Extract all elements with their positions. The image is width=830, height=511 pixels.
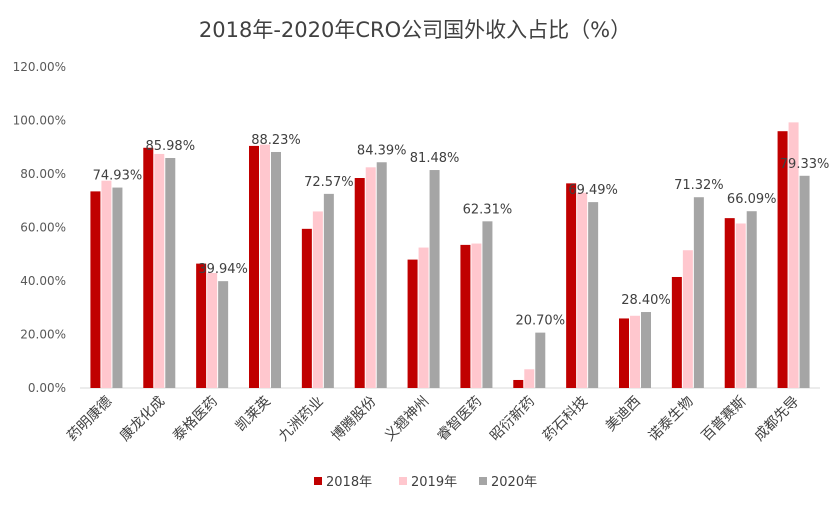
y-tick-label: 100.00% <box>13 114 66 128</box>
bar-2019年-诺泰生物 <box>682 250 693 388</box>
bar-2018年-义翘神州 <box>407 259 418 388</box>
data-label: 69.49% <box>568 183 618 198</box>
bar-2018年-成都先导 <box>777 131 788 388</box>
category-label: 百普赛斯 <box>699 394 750 445</box>
bar-2019年-泰格医药 <box>207 272 218 388</box>
legend-label: 2019年 <box>411 475 457 490</box>
data-label: 88.23% <box>251 133 301 148</box>
bar-2020年-美迪西 <box>641 312 651 388</box>
category-label: 凯莱英 <box>232 393 274 435</box>
bar-2020年-药明康德 <box>112 187 123 388</box>
data-label: 79.33% <box>780 157 830 172</box>
y-axis: 0.00% 20.00% 40.00% 60.00% 80.00% 100.00% 120.… <box>13 60 66 395</box>
bar-2020年-博腾股份 <box>376 162 387 388</box>
y-tick-label: 40.00% <box>20 274 66 288</box>
legend-label: 2018年 <box>326 475 372 490</box>
data-label: 72.57% <box>304 175 354 190</box>
bar-2020年-药石科技 <box>588 202 599 388</box>
data-label: 74.93% <box>93 169 143 184</box>
bar-2019年-康龙化成 <box>154 153 165 388</box>
bar-2020年-昭衍新药 <box>535 332 546 388</box>
bar-2019年-昭衍新药 <box>524 369 535 388</box>
bar-2018年-诺泰生物 <box>671 276 682 388</box>
category-label: 睿智医药 <box>434 394 485 445</box>
y-tick-label: 20.00% <box>20 328 66 342</box>
bar-2019年-美迪西 <box>630 315 640 388</box>
bar-2019年-药明康德 <box>101 180 112 388</box>
bar-2020年-成都先导 <box>799 175 810 388</box>
category-label: 诺泰生物 <box>646 394 697 445</box>
category-label: 康龙化成 <box>116 393 168 445</box>
bar-2020年-诺泰生物 <box>693 197 704 388</box>
category-label: 美迪西 <box>603 394 644 435</box>
bar-2019年-睿智医药 <box>471 243 482 388</box>
bars-group <box>90 122 810 388</box>
category-label: 九洲药业 <box>276 394 327 445</box>
bar-2018年-康龙化成 <box>143 147 154 388</box>
bar-2019年-博腾股份 <box>365 167 376 388</box>
bar-2018年-泰格医药 <box>196 263 207 388</box>
bar-2018年-百普赛斯 <box>724 218 735 388</box>
y-tick-label: 120.00% <box>13 60 66 74</box>
bar-2018年-睿智医药 <box>460 244 471 388</box>
bar-2020年-康龙化成 <box>165 158 176 388</box>
bar-2018年-昭衍新药 <box>513 379 524 388</box>
y-tick-label: 0.00% <box>28 381 66 395</box>
bar-2018年-药石科技 <box>566 183 577 388</box>
data-labels-group: 74.93%85.98% 39.94% 88.23% 72.57% 84.39%81.4… <box>93 133 830 329</box>
category-label: 义翘神州 <box>381 394 432 445</box>
data-label: 28.40% <box>621 293 671 308</box>
data-label: 81.48% <box>410 151 460 166</box>
bar-2020年-泰格医药 <box>218 281 229 388</box>
legend: 2018年 2019年 2020年 <box>314 475 537 490</box>
data-label: 39.94% <box>198 262 248 277</box>
bar-2018年-美迪西 <box>619 318 629 388</box>
category-label: 昭衍新药 <box>487 394 538 445</box>
bar-2018年-九洲药业 <box>301 228 312 388</box>
data-label: 20.70% <box>515 314 565 329</box>
bar-2020年-九洲药业 <box>323 193 334 388</box>
category-labels: 药明康德 康龙化成 泰格医药 凯莱英 九洲药业 博腾股份 义翘神州 睿智医药 昭衍新药 药石科技美… <box>64 393 803 445</box>
bar-2018年-博腾股份 <box>354 178 365 388</box>
category-label: 药石科技 <box>540 394 591 445</box>
legend-swatch-2018年 <box>314 477 322 485</box>
bar-2018年-药明康德 <box>90 191 101 388</box>
legend-label: 2020年 <box>491 475 537 490</box>
bar-2019年-义翘神州 <box>418 247 429 388</box>
category-label: 泰格医药 <box>170 394 221 445</box>
bar-2019年-药石科技 <box>577 192 588 388</box>
bar-2019年-九洲药业 <box>312 211 323 388</box>
data-label: 66.09% <box>727 192 777 207</box>
chart-title: 2018年-2020年CRO公司国外收入占比（%） <box>198 18 632 42</box>
bar-2020年-睿智医药 <box>482 221 493 388</box>
y-tick-label: 80.00% <box>20 167 66 181</box>
bar-2019年-成都先导 <box>788 122 799 388</box>
data-label: 84.39% <box>357 143 407 158</box>
bar-2020年-百普赛斯 <box>746 211 757 388</box>
y-tick-label: 60.00% <box>20 221 66 235</box>
bar-2020年-凯莱英 <box>271 151 281 388</box>
category-label: 博腾股份 <box>328 393 380 445</box>
legend-swatch-2020年 <box>479 477 487 485</box>
category-label: 成都先导 <box>751 394 802 445</box>
data-label: 71.32% <box>674 178 724 193</box>
data-label: 62.31% <box>463 202 513 217</box>
bar-2018年-凯莱英 <box>249 145 259 388</box>
bar-2020年-义翘神州 <box>429 170 440 388</box>
bar-2019年-百普赛斯 <box>735 223 746 388</box>
data-label: 85.98% <box>145 139 195 154</box>
bar-2019年-凯莱英 <box>260 144 270 388</box>
legend-swatch-2019年 <box>399 477 407 485</box>
category-label: 药明康德 <box>64 393 116 445</box>
